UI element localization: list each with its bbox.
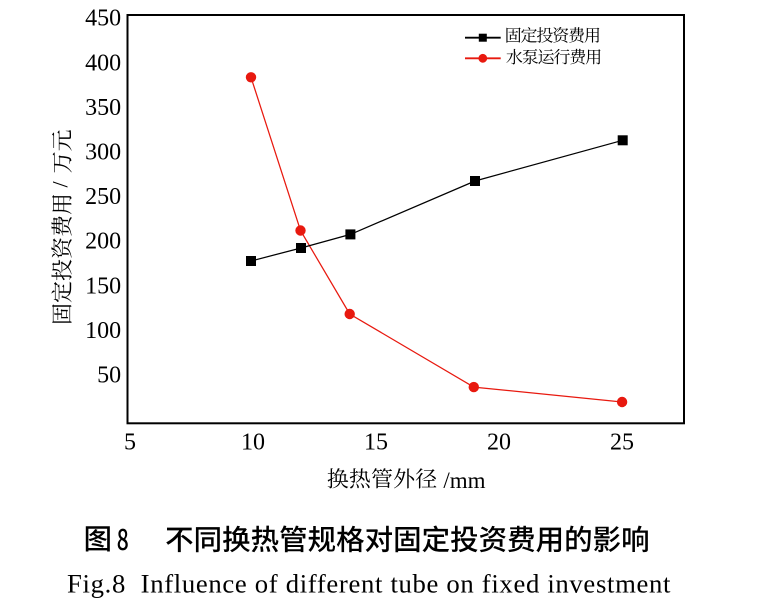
svg-text:100: 100 [85,318,121,344]
svg-text:/: / [48,181,73,188]
svg-text:20: 20 [487,429,511,455]
svg-text:150: 150 [85,273,121,299]
svg-text:300: 300 [85,140,121,166]
svg-text:5: 5 [124,429,136,455]
svg-text:50: 50 [97,363,121,389]
svg-text:200: 200 [85,229,121,255]
svg-text:10: 10 [241,429,265,455]
svg-text:/mm: /mm [443,468,485,493]
svg-text:15: 15 [364,429,388,455]
svg-text:400: 400 [85,50,121,76]
svg-text:450: 450 [85,6,121,32]
svg-text:25: 25 [610,429,634,455]
svg-text:350: 350 [85,95,121,121]
svg-text:250: 250 [85,184,121,210]
svg-text:Fig.8 Influence of different: Fig.8 Influence of different tube on fix… [67,569,671,599]
